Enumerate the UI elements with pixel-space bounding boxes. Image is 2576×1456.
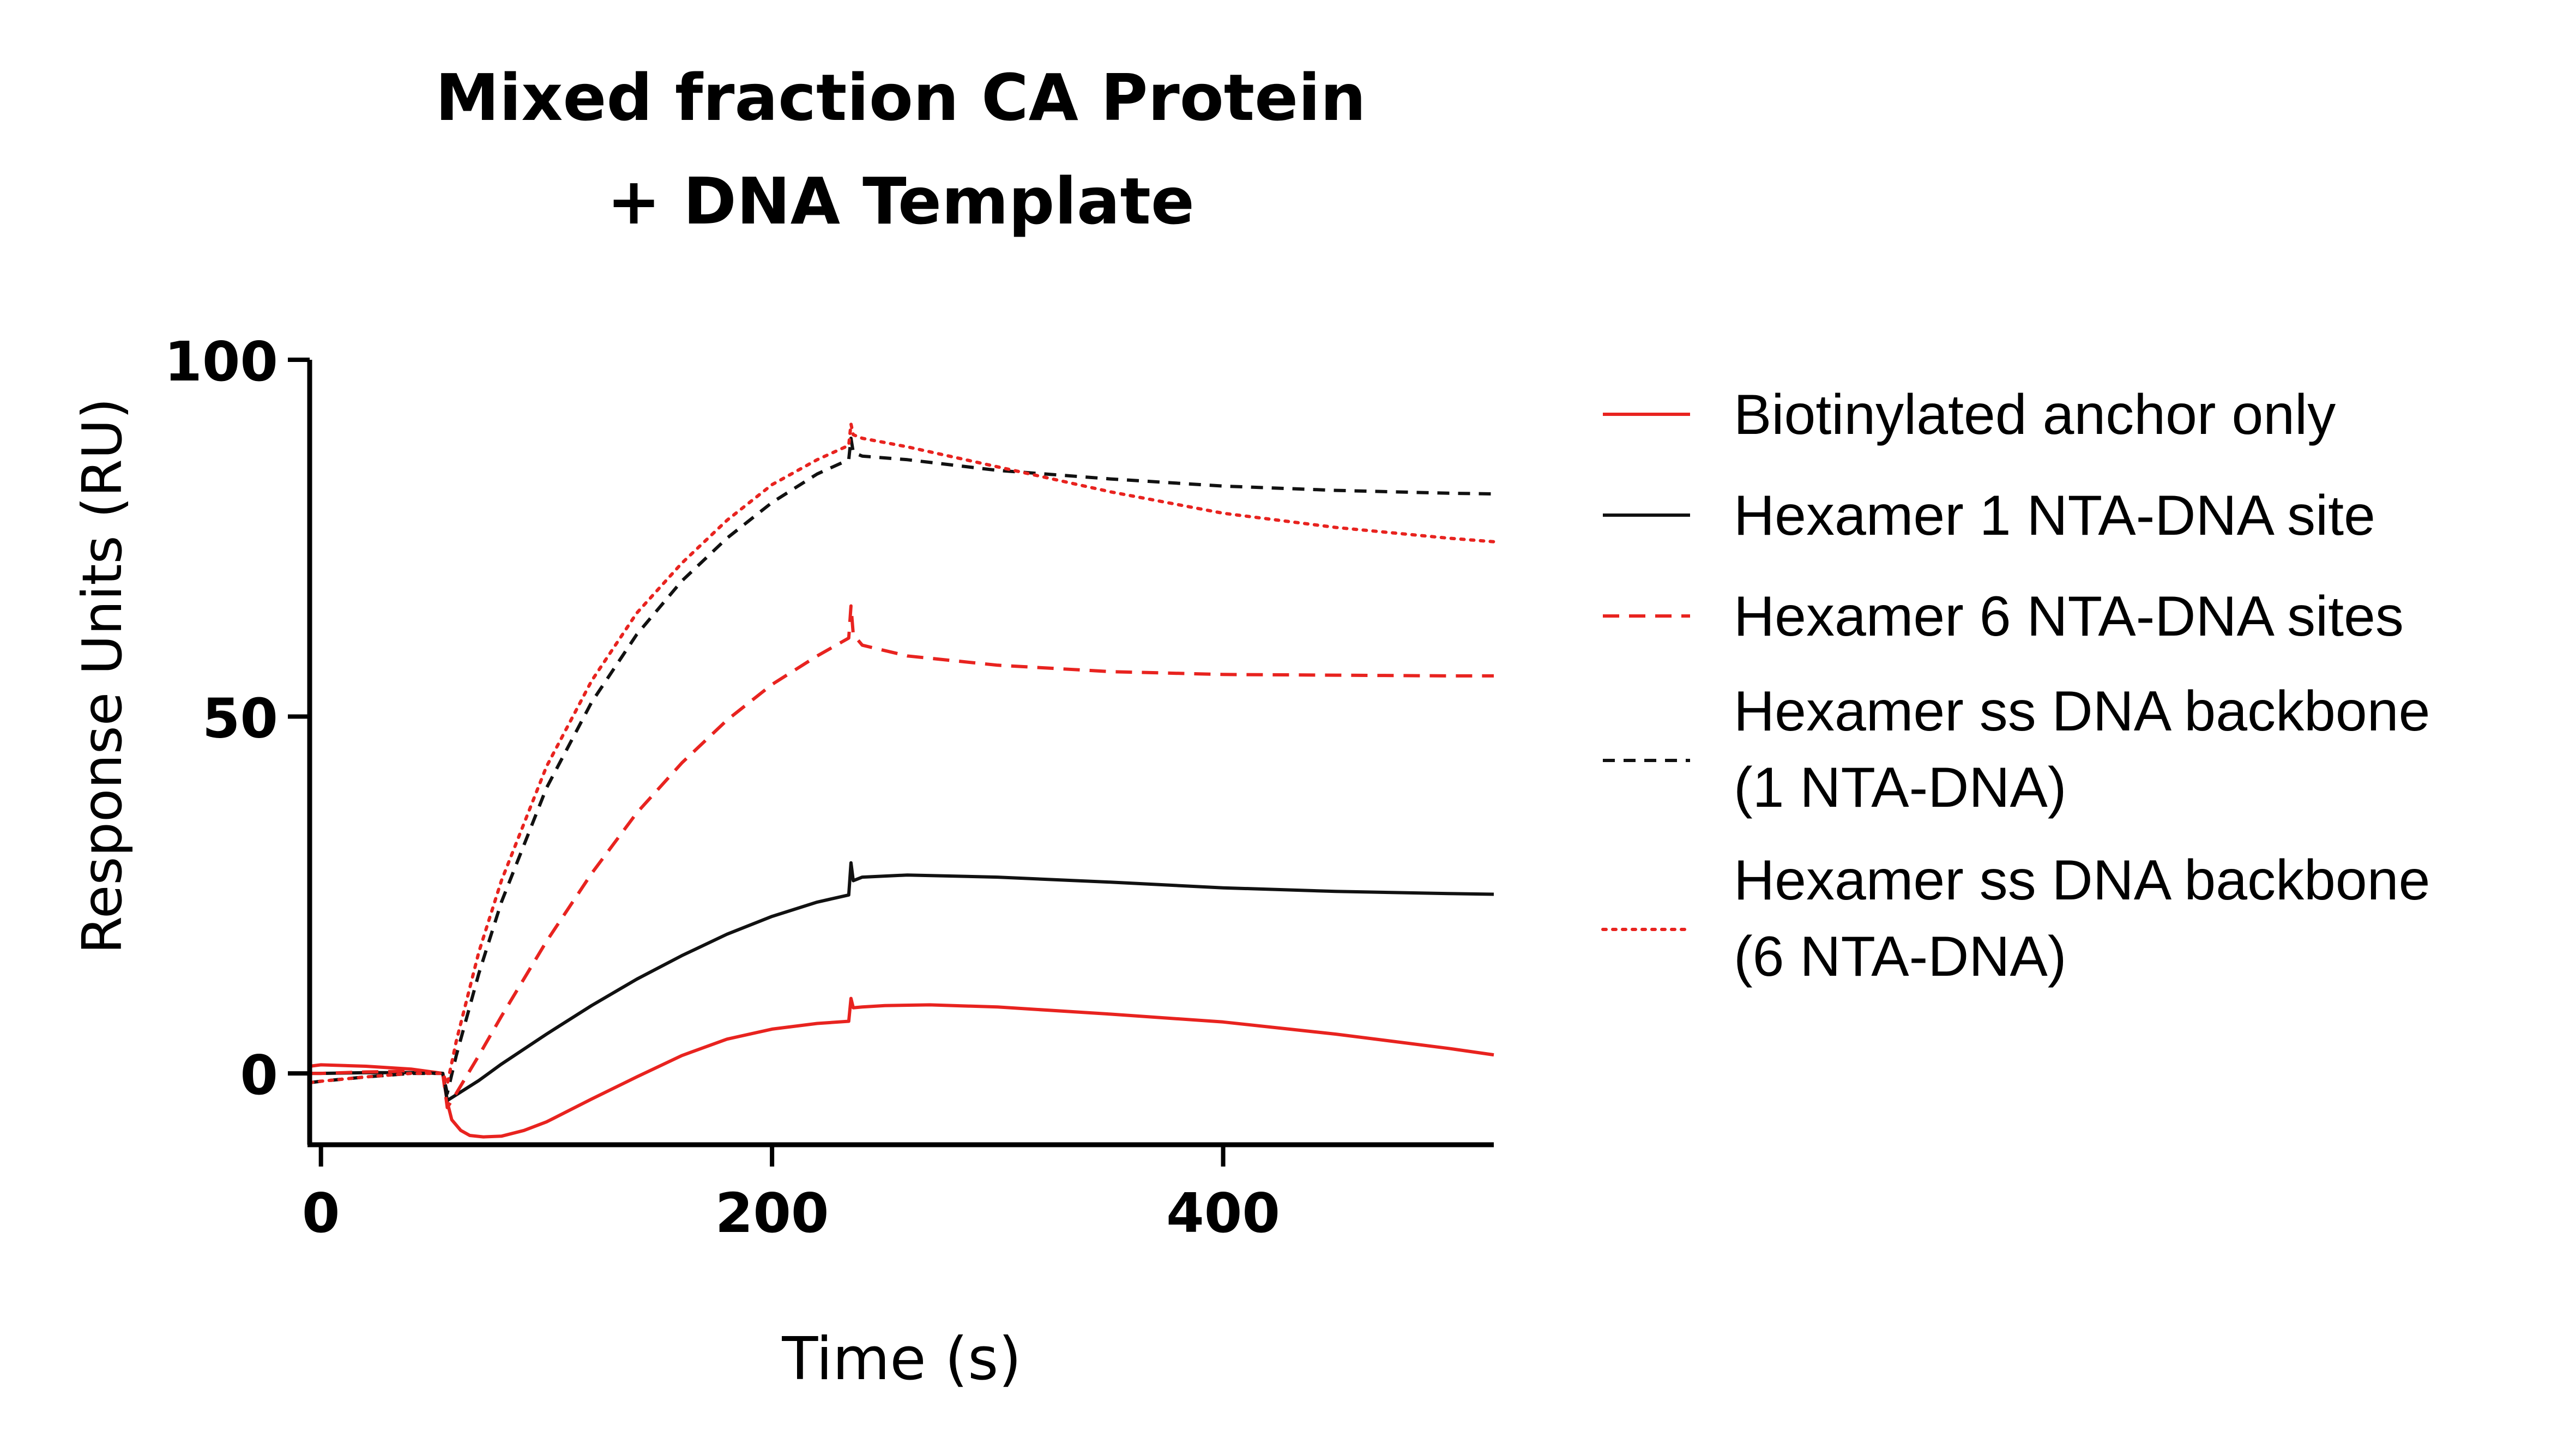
title-line-2: + DNA Template (607, 164, 1195, 239)
legend-label: Hexamer 1 NTA-DNA site (1734, 484, 2375, 547)
legend-label: Hexamer 6 NTA-DNA sites (1734, 585, 2404, 648)
legend-label: Hexamer ss DNA backbone (1734, 849, 2430, 912)
legend-label: (1 NTA-DNA) (1734, 756, 2067, 819)
legend-entry-5: Hexamer ss DNA backbone (6 NTA-DNA) (1601, 849, 2430, 988)
y-axis-label: Response Units (RU) (70, 398, 134, 954)
x-axis-label: Time (s) (781, 1325, 1021, 1393)
series-line-2 (310, 861, 1494, 1102)
x-tick-label: 400 (1166, 1181, 1280, 1245)
legend-label: Biotinylated anchor only (1734, 383, 2336, 446)
x-tick-label: 0 (302, 1181, 340, 1245)
series-line-1 (309, 996, 1494, 1139)
chart-title: Mixed fraction CA Protein + DNA Template (435, 60, 1366, 239)
y-tick-label: 50 (202, 687, 278, 751)
legend-entry-1: Biotinylated anchor only (1603, 383, 2336, 446)
y-tick-label: 100 (164, 330, 278, 394)
series-line-5 (308, 422, 1495, 1086)
legend-entry-3: Hexamer 6 NTA-DNA sites (1603, 585, 2404, 648)
series-line-3 (310, 604, 1494, 1109)
legend-label: Hexamer ss DNA backbone (1734, 680, 2430, 743)
legend-entry-4: Hexamer ss DNA backbone (1 NTA-DNA) (1603, 680, 2430, 819)
legend-entry-2: Hexamer 1 NTA-DNA site (1603, 484, 2375, 547)
legend: Biotinylated anchor only Hexamer 1 NTA-DN… (1601, 383, 2430, 988)
axes: 0 50 100 0 200 400 Time (s) Response Units (RU) (70, 330, 1494, 1393)
x-tick-label: 200 (715, 1181, 829, 1245)
legend-label: (6 NTA-DNA) (1734, 925, 2067, 988)
y-tick-label: 0 (240, 1043, 278, 1107)
series-line-4 (309, 437, 1494, 1095)
title-line-1: Mixed fraction CA Protein (435, 60, 1366, 135)
plot-area (308, 422, 1495, 1139)
